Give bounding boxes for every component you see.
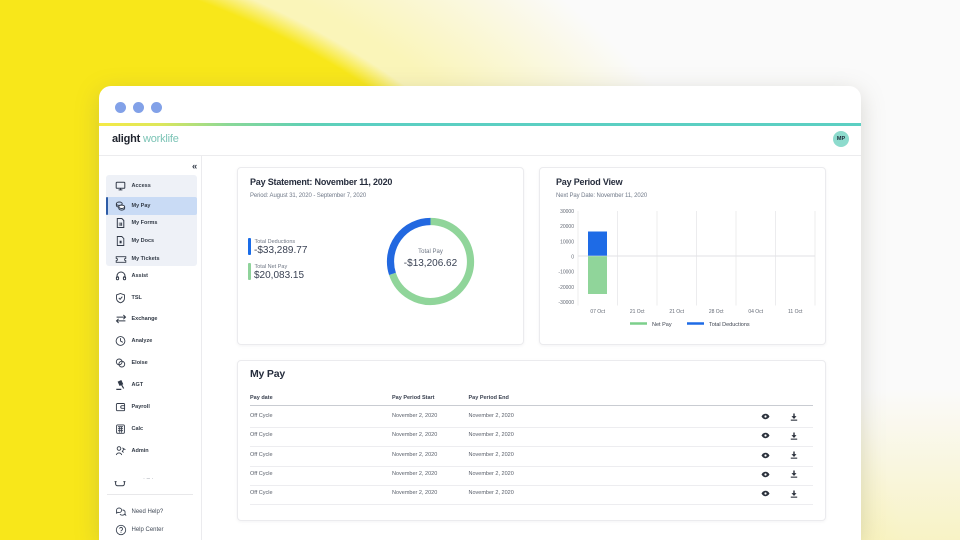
- svg-text:-30000: -30000: [558, 300, 574, 306]
- svg-text:21 Oct: 21 Oct: [630, 309, 645, 315]
- svg-text:-20000: -20000: [558, 285, 574, 291]
- svg-text:30000: 30000: [560, 209, 574, 215]
- svg-text:11 Oct: 11 Oct: [788, 309, 803, 315]
- svg-text:10000: 10000: [560, 239, 574, 245]
- svg-text:Net Pay: Net Pay: [652, 322, 672, 328]
- svg-text:0: 0: [571, 255, 574, 261]
- svg-text:04 Oct: 04 Oct: [748, 309, 763, 315]
- svg-text:28 Oct: 28 Oct: [709, 309, 724, 315]
- svg-text:07 Oct: 07 Oct: [590, 309, 605, 315]
- svg-text:Total Deductions: Total Deductions: [709, 322, 750, 328]
- svg-text:-10000: -10000: [558, 270, 574, 276]
- svg-text:20000: 20000: [560, 224, 574, 230]
- svg-text:21 Oct: 21 Oct: [669, 309, 684, 315]
